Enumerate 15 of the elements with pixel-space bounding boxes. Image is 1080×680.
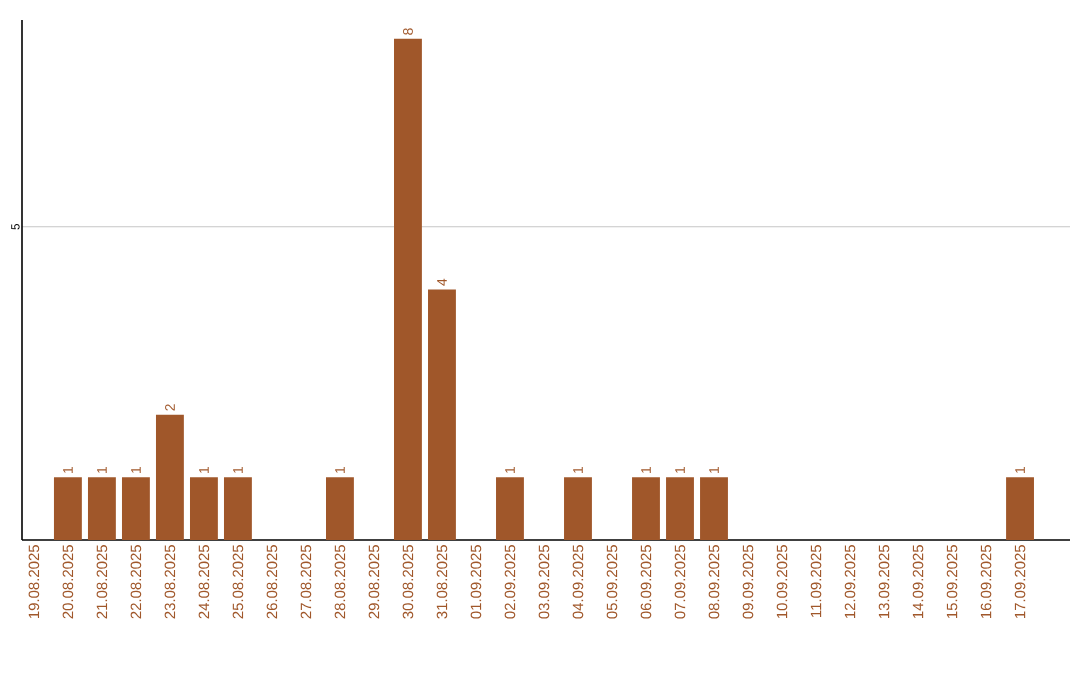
bar xyxy=(121,477,150,540)
bar xyxy=(496,477,524,540)
bar xyxy=(700,477,728,540)
bar xyxy=(666,477,694,540)
bar xyxy=(564,477,592,540)
bar xyxy=(53,477,82,540)
bar xyxy=(155,414,184,540)
bar xyxy=(428,289,456,540)
bar xyxy=(632,477,660,540)
bar xyxy=(1006,477,1034,540)
bar xyxy=(223,477,252,540)
bar xyxy=(87,477,116,540)
bar xyxy=(326,477,354,540)
bar xyxy=(189,477,218,540)
bar xyxy=(394,38,422,540)
